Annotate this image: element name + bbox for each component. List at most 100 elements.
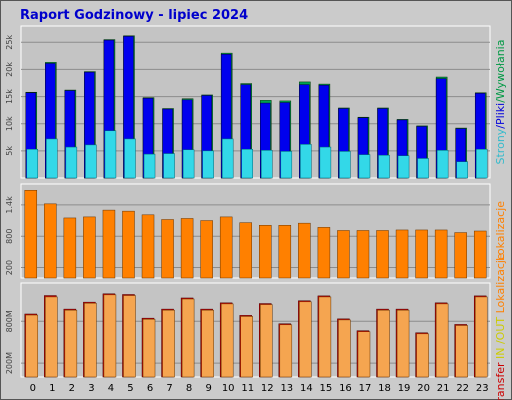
bar-strony <box>124 138 136 179</box>
x-tick-label: 21 <box>437 383 450 394</box>
x-tick-label: 12 <box>261 383 274 394</box>
x-tick-label: 22 <box>456 383 469 394</box>
bar-transfer-lokalizacje <box>357 331 371 378</box>
bar-strony <box>358 154 371 179</box>
bar-strony <box>436 150 449 179</box>
bar-lokalizacje <box>337 230 350 279</box>
bar-lokalizacje <box>161 219 174 279</box>
bar-transfer-lokalizacje <box>142 318 156 378</box>
y-tick-label: 10k <box>5 116 14 131</box>
bar-lokalizacje <box>473 230 487 279</box>
bar-strony <box>378 154 390 179</box>
bar-lokalizacje <box>219 216 233 279</box>
side-legend-part: Lokalizacje <box>494 201 507 261</box>
x-tick-label: 20 <box>417 383 430 394</box>
bar-strony <box>339 151 351 179</box>
bar-transfer-lokalizacje <box>25 314 39 378</box>
bar-strony <box>300 144 312 179</box>
bar-strony <box>202 150 214 179</box>
x-tick-label: 11 <box>241 383 254 394</box>
bar-transfer-lokalizacje <box>220 303 234 378</box>
side-legend-part: OUT <box>494 317 507 341</box>
side-legend-part: Strony <box>494 128 507 164</box>
bar-transfer-lokalizacje <box>416 333 429 378</box>
side-legend-1: Lokalizacje <box>494 201 507 261</box>
y-tick-label: 800M <box>5 310 14 332</box>
chart-title: Raport Godzinowy - lipiec 2024 <box>20 8 248 23</box>
bar-lokalizacje <box>239 222 252 279</box>
side-legend-part: Wywołania <box>494 40 507 100</box>
x-tick-label: 15 <box>320 383 333 394</box>
side-legend-part: / <box>494 99 507 103</box>
y-tick-label: 20k <box>5 62 14 77</box>
x-tick-label: 6 <box>147 383 153 394</box>
y-tick-label: 200M <box>5 352 14 374</box>
bar-transfer-lokalizacje <box>103 294 117 378</box>
bar-lokalizacje <box>63 217 77 279</box>
x-tick-label: 14 <box>300 383 313 394</box>
side-legend-2: Transfer IN /OUT Lokalizacje <box>494 253 507 400</box>
bar-strony <box>397 155 410 179</box>
bar-strony <box>221 138 234 179</box>
bar-strony <box>241 148 253 179</box>
x-tick-label: 7 <box>166 383 172 394</box>
x-tick-label: 23 <box>476 383 489 394</box>
panel-1: 200 800 1.4k Lokalizacje <box>5 183 507 279</box>
bar-strony <box>182 149 195 179</box>
bar-transfer-lokalizacje <box>123 295 136 378</box>
bar-lokalizacje <box>454 232 467 279</box>
bar-strony <box>104 130 117 179</box>
plot-area <box>20 282 491 378</box>
x-tick-label: 18 <box>378 383 391 394</box>
bar-transfer-lokalizacje <box>396 309 410 378</box>
side-legend-part: IN <box>494 344 507 362</box>
x-tick-label: 19 <box>398 383 411 394</box>
bar-lokalizacje <box>356 230 370 279</box>
y-tick-label: 800 <box>5 229 14 244</box>
bar-lokalizacje <box>122 210 135 279</box>
bar-transfer-lokalizacje <box>299 301 312 378</box>
bar-strony <box>85 144 97 179</box>
bar-strony <box>163 153 175 179</box>
bar-transfer-lokalizacje <box>435 303 449 378</box>
panel-2: 200M 800M Transfer IN /OUT Lokalizacje <box>5 253 507 400</box>
side-legend-part: / <box>494 125 507 129</box>
bar-lokalizacje <box>278 225 292 279</box>
bar-transfer-lokalizacje <box>84 302 97 378</box>
bar-lokalizacje <box>395 229 409 279</box>
bar-strony <box>143 153 156 179</box>
bar-transfer-lokalizacje <box>279 324 293 378</box>
bar-lokalizacje <box>434 229 448 279</box>
bar-strony <box>280 151 293 179</box>
bar-lokalizacje <box>180 218 194 279</box>
x-tick-label: 16 <box>339 383 352 394</box>
bar-lokalizacje <box>376 230 389 279</box>
x-tick-label: 13 <box>280 383 293 394</box>
bar-strony <box>26 148 39 179</box>
y-tick-label: 200 <box>5 260 14 275</box>
y-tick-label: 15k <box>5 89 14 104</box>
y-tick-label: 5k <box>5 146 14 156</box>
bar-lokalizacje <box>102 209 116 279</box>
bar-strony <box>65 146 78 179</box>
bar-transfer-lokalizacje <box>45 296 58 378</box>
bar-strony <box>261 150 273 179</box>
bar-transfer-lokalizacje <box>201 309 214 378</box>
bar-transfer-lokalizacje <box>260 304 273 378</box>
bar-lokalizacje <box>24 190 38 279</box>
x-tick-label: 0 <box>30 383 36 394</box>
x-tick-label: 3 <box>88 383 94 394</box>
bar-strony <box>475 148 488 179</box>
x-tick-label: 2 <box>69 383 75 394</box>
plot-area <box>20 25 491 179</box>
bar-transfer-lokalizacje <box>181 298 195 378</box>
y-tick-label: 1.4k <box>5 196 14 214</box>
bar-strony <box>417 158 429 179</box>
bar-lokalizacje <box>44 203 57 279</box>
x-tick-label: 17 <box>359 383 372 394</box>
plot-area <box>20 183 491 279</box>
x-tick-label: 1 <box>49 383 55 394</box>
bar-transfer-lokalizacje <box>162 309 175 378</box>
